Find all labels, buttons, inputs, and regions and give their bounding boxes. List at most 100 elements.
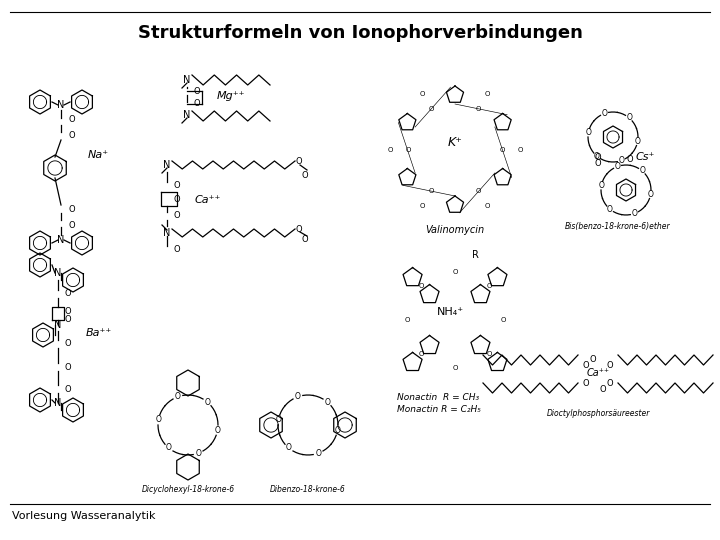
Text: O: O (315, 449, 321, 458)
Text: O: O (485, 91, 490, 97)
Text: O: O (517, 147, 523, 153)
Text: O: O (595, 152, 601, 161)
Text: O: O (590, 355, 596, 364)
Text: O: O (598, 181, 604, 190)
Text: O: O (174, 180, 180, 190)
Text: N: N (58, 235, 65, 245)
Text: O: O (276, 415, 282, 424)
Text: O: O (296, 225, 302, 233)
Text: O: O (215, 426, 220, 435)
Text: Cs⁺: Cs⁺ (636, 152, 655, 162)
Text: N: N (184, 75, 191, 85)
Text: Ca⁺⁺: Ca⁺⁺ (587, 368, 610, 378)
Text: O: O (486, 283, 492, 289)
Text: O: O (65, 384, 71, 394)
Text: O: O (476, 106, 481, 112)
Text: O: O (335, 426, 341, 435)
Text: O: O (174, 194, 180, 204)
Text: Na⁺: Na⁺ (88, 150, 109, 160)
Text: Bis(benzo-18-krone-6)ether: Bis(benzo-18-krone-6)ether (565, 222, 671, 232)
Text: O: O (485, 203, 490, 210)
Text: O: O (65, 340, 71, 348)
Text: O: O (420, 203, 426, 210)
Text: O: O (500, 317, 505, 323)
Text: Vorlesung Wasseranalytik: Vorlesung Wasseranalytik (12, 511, 156, 521)
Text: O: O (607, 379, 613, 388)
Text: O: O (175, 392, 181, 401)
Text: O: O (405, 147, 410, 153)
Text: O: O (452, 365, 458, 371)
Text: O: O (639, 166, 645, 176)
Text: Mg⁺⁺: Mg⁺⁺ (217, 91, 246, 101)
Text: O: O (648, 190, 654, 199)
Text: Ba⁺⁺: Ba⁺⁺ (86, 328, 112, 338)
Text: O: O (614, 162, 621, 171)
Text: Nonactin  R = CH₃: Nonactin R = CH₃ (397, 394, 479, 402)
Text: O: O (585, 128, 591, 137)
Text: O: O (166, 443, 171, 453)
Text: R: R (472, 250, 478, 260)
Text: N: N (54, 268, 62, 278)
Text: Ca⁺⁺: Ca⁺⁺ (195, 195, 221, 205)
Text: O: O (582, 361, 589, 370)
Text: O: O (418, 351, 424, 357)
Text: O: O (204, 397, 210, 407)
Text: O: O (68, 220, 76, 230)
Text: O: O (68, 116, 76, 125)
Text: O: O (601, 109, 608, 118)
Text: N: N (163, 228, 171, 238)
Text: O: O (626, 156, 634, 165)
Text: O: O (194, 99, 200, 109)
Text: O: O (429, 106, 434, 112)
Text: O: O (418, 283, 424, 289)
Text: O: O (405, 317, 410, 323)
Text: O: O (65, 314, 71, 323)
Text: O: O (65, 362, 71, 372)
Text: O: O (476, 188, 481, 194)
Text: O: O (429, 188, 434, 194)
Text: O: O (387, 147, 392, 153)
Text: O: O (286, 443, 292, 453)
Text: Dibenzo-18-krone-6: Dibenzo-18-krone-6 (270, 485, 346, 495)
Text: N: N (54, 398, 62, 408)
Text: K⁺: K⁺ (448, 136, 462, 148)
Text: O: O (635, 137, 641, 146)
Text: Dioctylphosphorsäureester: Dioctylphosphorsäureester (546, 408, 649, 417)
Text: O: O (302, 171, 308, 179)
Text: Strukturformeln von Ionophorverbindungen: Strukturformeln von Ionophorverbindungen (138, 24, 582, 42)
Text: O: O (607, 205, 613, 214)
Text: O: O (68, 206, 76, 214)
Text: N: N (163, 160, 171, 170)
Text: O: O (499, 147, 505, 153)
Text: O: O (296, 157, 302, 165)
Text: O: O (174, 245, 180, 253)
Text: O: O (156, 415, 161, 424)
Text: O: O (618, 156, 624, 165)
Text: O: O (420, 91, 426, 97)
Text: Valinomycin: Valinomycin (426, 225, 485, 235)
Text: O: O (65, 289, 71, 299)
Text: O: O (195, 449, 201, 458)
Text: O: O (302, 235, 308, 245)
Text: N: N (54, 320, 62, 330)
Text: O: O (294, 392, 301, 401)
Text: O: O (594, 152, 600, 161)
Text: O: O (65, 307, 71, 315)
Text: O: O (68, 131, 76, 139)
Text: O: O (631, 209, 637, 218)
Text: O: O (174, 212, 180, 220)
Text: O: O (324, 397, 330, 407)
Text: O: O (595, 159, 601, 167)
Text: O: O (194, 86, 200, 96)
Text: O: O (626, 113, 632, 123)
Text: O: O (486, 351, 492, 357)
Text: N: N (184, 110, 191, 120)
Text: N: N (58, 100, 65, 110)
Text: Monactin R = C₂H₅: Monactin R = C₂H₅ (397, 406, 481, 415)
Text: O: O (607, 361, 613, 370)
Text: O: O (452, 269, 458, 275)
Text: O: O (582, 379, 589, 388)
Text: Dicyclohexyl-18-krone-6: Dicyclohexyl-18-krone-6 (141, 485, 235, 495)
Text: NH₄⁺: NH₄⁺ (436, 307, 464, 317)
Text: O: O (600, 386, 606, 395)
